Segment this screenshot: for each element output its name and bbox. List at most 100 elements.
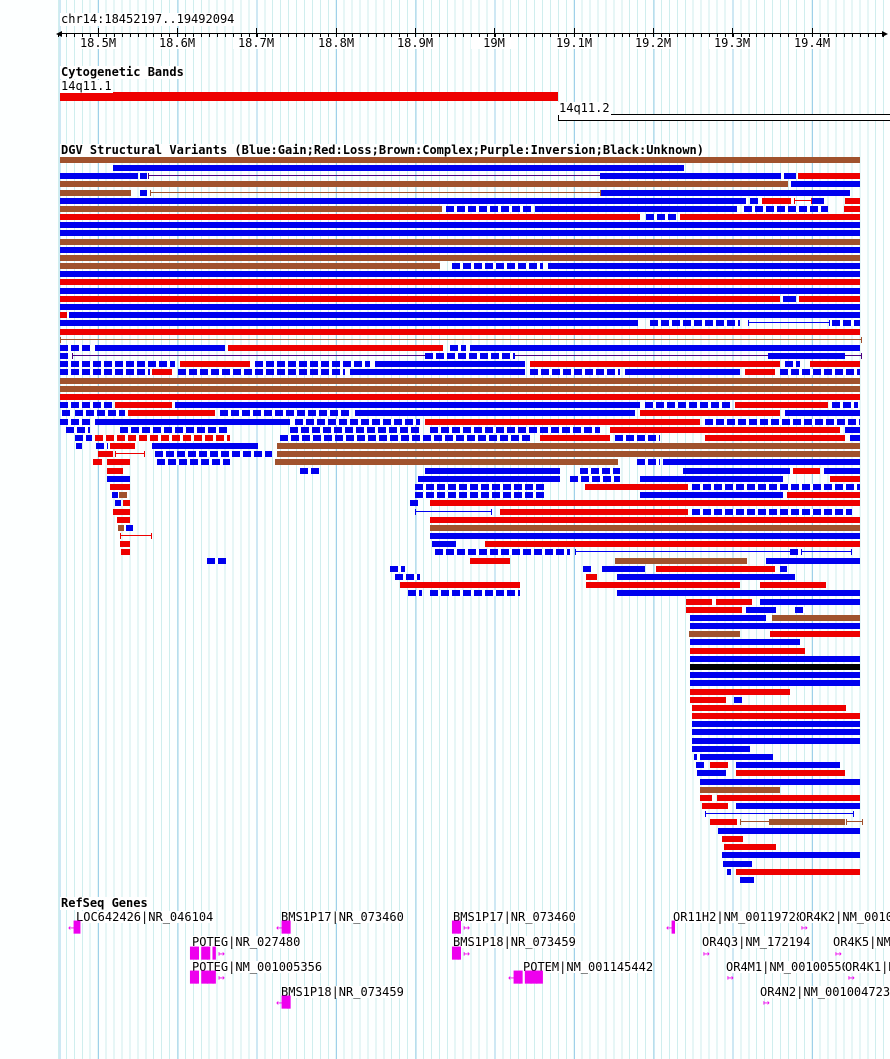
variant-bar[interactable] [780,566,787,572]
variant-bar[interactable] [60,247,860,253]
variant-bar[interactable] [66,427,90,433]
variant-bar[interactable] [832,402,858,408]
variant-bar[interactable] [425,419,700,425]
variant-bar[interactable] [690,648,805,654]
variant-bar[interactable] [692,729,860,735]
variant-bar[interactable] [350,369,525,375]
variant-bar[interactable] [580,468,620,474]
variant-bar[interactable] [530,361,780,367]
variant-bar[interactable] [60,369,150,375]
variant-bar[interactable] [610,427,840,433]
variant-bar[interactable] [690,623,860,629]
variant-bar[interactable] [640,476,783,482]
variant-bar[interactable] [586,582,740,588]
variant-bar[interactable] [96,443,108,449]
variant-bar[interactable] [157,459,230,465]
variant-bar[interactable] [150,190,601,196]
variant-bar[interactable] [485,541,860,547]
variant-bar[interactable] [410,500,418,506]
variant-bar[interactable] [277,443,860,449]
gene-glyph[interactable]: ↦ [835,947,842,960]
variant-bar[interactable] [700,779,860,785]
variant-bar[interactable] [300,468,320,474]
variant-bar[interactable] [692,713,860,719]
variant-bar[interactable] [60,255,860,261]
variant-bar[interactable] [830,476,860,482]
variant-bar[interactable] [110,443,135,449]
variant-bar[interactable] [548,263,860,269]
variant-bar[interactable] [290,427,420,433]
variant-bar[interactable] [152,443,258,449]
variant-bar[interactable] [787,492,860,498]
variant-bar[interactable] [93,459,102,465]
variant-bar[interactable] [745,369,775,375]
variant-bar[interactable] [700,787,780,793]
variant-bar[interactable] [60,394,860,400]
variant-bar[interactable] [69,312,860,318]
variant-bar[interactable] [75,435,92,441]
variant-bar[interactable] [700,754,773,760]
gene-glyph[interactable]: █▌↦ [452,947,470,960]
variant-bar[interactable] [175,402,640,408]
variant-bar[interactable] [375,361,525,367]
variant-bar[interactable] [540,435,610,441]
variant-bar[interactable] [452,263,543,269]
variant-bar[interactable] [575,549,852,555]
variant-bar[interactable] [617,574,795,580]
variant-bar[interactable] [646,214,676,220]
variant-bar[interactable] [415,509,492,515]
variant-bar[interactable] [686,607,742,613]
variant-bar[interactable] [60,361,175,367]
variant-bar[interactable] [850,435,860,441]
variant-bar[interactable] [770,631,860,637]
variant-bar[interactable] [95,435,230,441]
variant-bar[interactable] [180,361,250,367]
variant-bar[interactable] [430,427,600,433]
variant-bar[interactable] [530,369,620,375]
variant-bar[interactable] [690,689,790,695]
variant-bar[interactable] [645,402,730,408]
variant-bar[interactable] [220,410,350,416]
variant-bar[interactable] [746,607,776,613]
variant-bar[interactable] [390,566,405,572]
variant-bar[interactable] [724,844,776,850]
variant-bar[interactable] [113,165,684,171]
variant-bar[interactable] [120,427,230,433]
variant-bar[interactable] [690,664,860,670]
variant-bar[interactable] [736,770,845,776]
variant-bar[interactable] [280,435,530,441]
variant-bar[interactable] [615,558,747,564]
variant-bar[interactable] [128,410,215,416]
variant-bar[interactable] [760,599,860,605]
variant-bar[interactable] [60,353,68,359]
variant-bar[interactable] [76,443,82,449]
variant-bar[interactable] [115,402,172,408]
variant-bar[interactable] [255,361,370,367]
variant-bar[interactable] [727,869,731,875]
variant-bar[interactable] [793,468,820,474]
variant-bar[interactable] [425,468,560,474]
variant-bar[interactable] [60,419,90,425]
gene-glyph[interactable]: ↦ [727,971,734,984]
cytoband-14q11.2[interactable] [558,114,890,121]
variant-bar[interactable] [736,869,860,875]
variant-bar[interactable] [430,525,860,531]
variant-bar[interactable] [123,500,130,506]
variant-bar[interactable] [120,541,130,547]
variant-bar[interactable] [430,590,520,596]
variant-bar[interactable] [60,173,138,179]
variant-bar[interactable] [470,558,510,564]
variant-bar[interactable] [740,877,754,883]
variant-bar[interactable] [178,369,345,375]
variant-bar[interactable] [119,492,127,498]
variant-bar[interactable] [62,410,70,416]
variant-bar[interactable] [766,558,860,564]
variant-bar[interactable] [228,345,443,351]
variant-bar[interactable] [615,435,660,441]
variant-bar[interactable] [140,173,147,179]
variant-bar[interactable] [586,574,597,580]
variant-bar[interactable] [60,279,860,285]
variant-bar[interactable] [500,509,688,515]
variant-bar[interactable] [692,484,860,490]
variant-bar[interactable] [107,459,130,465]
